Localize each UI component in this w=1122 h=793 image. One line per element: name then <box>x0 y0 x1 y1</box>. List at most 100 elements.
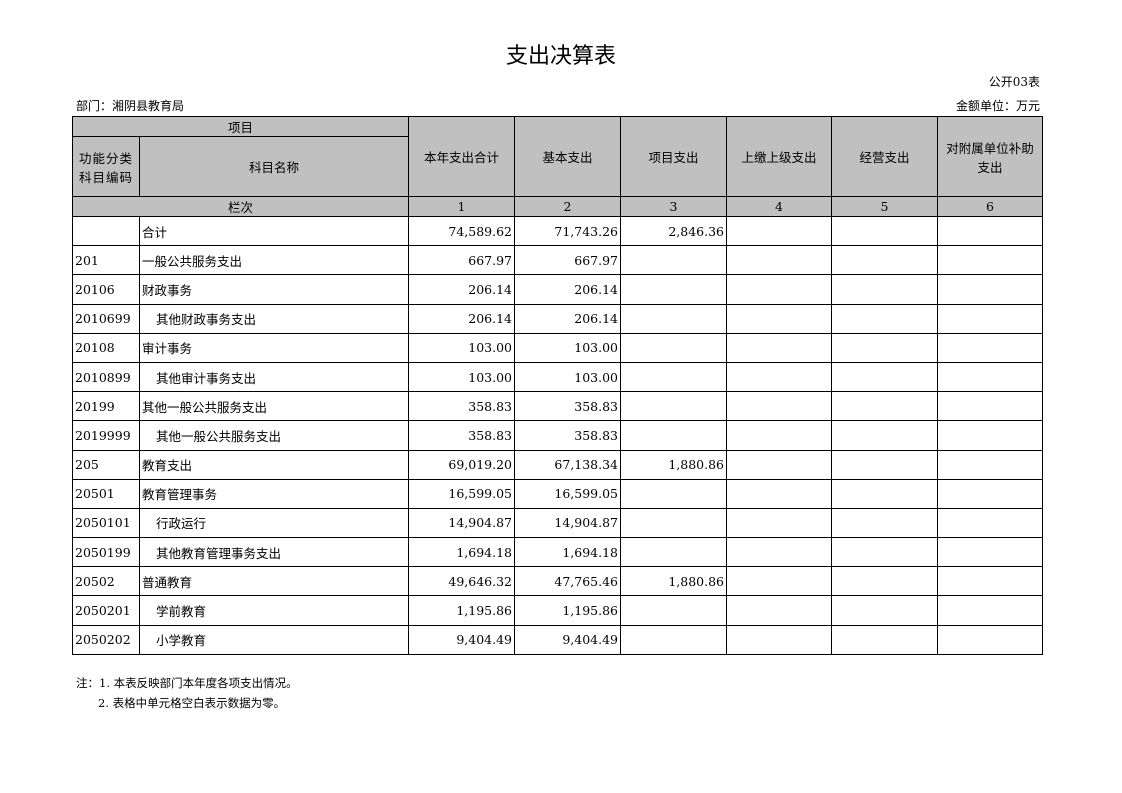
column-number: 3 <box>620 196 727 217</box>
cell-value <box>831 507 938 539</box>
cell-value <box>726 507 832 539</box>
cell-value <box>726 391 832 422</box>
cell-value <box>831 566 938 597</box>
expenditure-table: 项目 本年支出合计 基本支出 项目支出 上缴上级支出 经营支出 对附属单位补助支… <box>72 116 1043 655</box>
table-row: 2010899 其他审计事务支出 103.00 103.00 <box>72 361 1043 393</box>
cell-value <box>620 361 727 393</box>
note-2: 2. 表格中单元格空白表示数据为零。 <box>98 696 286 710</box>
cell-value <box>937 391 1043 422</box>
cell-value <box>937 624 1043 655</box>
cell-value <box>620 332 727 363</box>
column-number: 6 <box>937 196 1043 217</box>
cell-code: 2050199 <box>72 537 140 568</box>
cell-value: 69,019.20 <box>408 449 515 480</box>
cell-value <box>620 303 727 334</box>
form-number: 公开03表 <box>988 75 1040 89</box>
cell-value: 1,195.86 <box>514 595 621 626</box>
cell-value <box>726 245 832 276</box>
cell-code: 20108 <box>72 332 140 363</box>
cell-name: 合计 <box>139 215 409 247</box>
cell-value <box>726 332 832 363</box>
header-col-4: 上缴上级支出 <box>726 116 832 197</box>
cell-value <box>937 274 1043 305</box>
cell-value: 1,694.18 <box>514 537 621 568</box>
header-col-6: 对附属单位补助支出 <box>937 116 1043 197</box>
cell-value: 1,880.86 <box>620 449 727 480</box>
cell-value: 103.00 <box>408 361 515 393</box>
table-row: 20199 其他一般公共服务支出 358.83 358.83 <box>72 391 1043 422</box>
cell-value <box>937 215 1043 247</box>
cell-value <box>726 595 832 626</box>
cell-value <box>726 449 832 480</box>
cell-value: 14,904.87 <box>408 507 515 539</box>
cell-value <box>620 245 727 276</box>
header-project: 项目 <box>72 116 409 137</box>
cell-value <box>831 624 938 655</box>
cell-value <box>726 303 832 334</box>
table-row: 201 一般公共服务支出 667.97 667.97 <box>72 245 1043 276</box>
cell-code: 20501 <box>72 478 140 509</box>
cell-value: 667.97 <box>408 245 515 276</box>
table-row: 2010699 其他财政事务支出 206.14 206.14 <box>72 303 1043 334</box>
cell-name: 其他一般公共服务支出 <box>139 391 409 422</box>
cell-value <box>620 274 727 305</box>
cell-code: 205 <box>72 449 140 480</box>
cell-name: 行政运行 <box>139 507 409 539</box>
cell-value: 358.83 <box>408 391 515 422</box>
cell-name: 小学教育 <box>139 624 409 655</box>
cell-value: 206.14 <box>514 274 621 305</box>
cell-code: 2050202 <box>72 624 140 655</box>
cell-value: 9,404.49 <box>514 624 621 655</box>
header-row-index: 栏次 <box>72 196 409 217</box>
cell-value <box>831 274 938 305</box>
cell-value <box>620 478 727 509</box>
cell-name: 教育支出 <box>139 449 409 480</box>
cell-value <box>726 624 832 655</box>
column-number: 1 <box>408 196 515 217</box>
notes: 注：1. 本表反映部门本年度各项支出情况。 2. 表格中单元格空白表示数据为零。 <box>76 673 298 713</box>
department-label: 部门：湘阴县教育局 <box>76 99 185 113</box>
table-row: 20106 财政事务 206.14 206.14 <box>72 274 1043 305</box>
cell-value: 667.97 <box>514 245 621 276</box>
cell-value <box>831 595 938 626</box>
cell-value <box>831 332 938 363</box>
cell-value: 16,599.05 <box>514 478 621 509</box>
cell-value: 67,138.34 <box>514 449 621 480</box>
cell-value: 103.00 <box>514 332 621 363</box>
header-col-2: 基本支出 <box>514 116 621 197</box>
cell-name: 其他教育管理事务支出 <box>139 537 409 568</box>
cell-value <box>937 507 1043 539</box>
page-title: 支出决算表 <box>505 44 616 69</box>
cell-code: 2010899 <box>72 361 140 393</box>
cell-value <box>831 215 938 247</box>
column-number: 4 <box>726 196 832 217</box>
header-col-5: 经营支出 <box>831 116 938 197</box>
table-row: 205 教育支出 69,019.20 67,138.34 1,880.86 <box>72 449 1043 480</box>
cell-name: 其他审计事务支出 <box>139 361 409 393</box>
cell-value: 49,646.32 <box>408 566 515 597</box>
header-code: 功能分类科目编码 <box>72 136 140 197</box>
cell-name: 学前教育 <box>139 595 409 626</box>
header-col-3: 项目支出 <box>620 116 727 197</box>
cell-value <box>726 361 832 393</box>
cell-code: 2050101 <box>72 507 140 539</box>
cell-value: 1,694.18 <box>408 537 515 568</box>
header-col-1: 本年支出合计 <box>408 116 515 197</box>
table-row: 2019999 其他一般公共服务支出 358.83 358.83 <box>72 420 1043 451</box>
cell-value <box>620 537 727 568</box>
cell-code: 20199 <box>72 391 140 422</box>
cell-value <box>937 537 1043 568</box>
cell-value <box>831 303 938 334</box>
cell-value: 71,743.26 <box>514 215 621 247</box>
cell-value: 358.83 <box>408 420 515 451</box>
cell-name: 一般公共服务支出 <box>139 245 409 276</box>
cell-value <box>831 361 938 393</box>
cell-value <box>726 215 832 247</box>
table-row: 2050199 其他教育管理事务支出 1,694.18 1,694.18 <box>72 537 1043 568</box>
cell-value <box>937 595 1043 626</box>
cell-name: 审计事务 <box>139 332 409 363</box>
cell-value <box>726 566 832 597</box>
cell-value <box>937 566 1043 597</box>
cell-value <box>937 478 1043 509</box>
